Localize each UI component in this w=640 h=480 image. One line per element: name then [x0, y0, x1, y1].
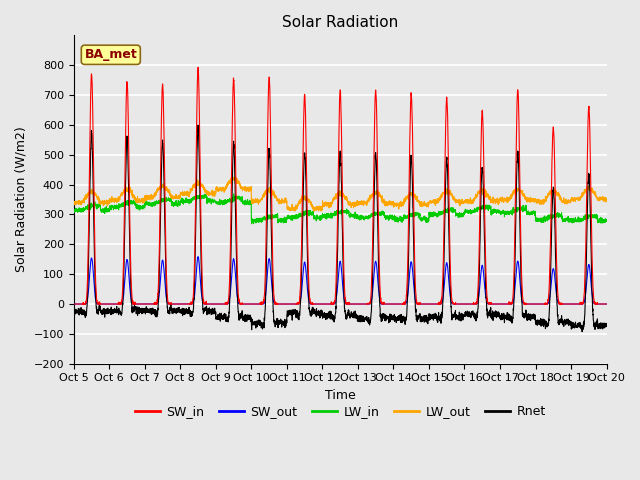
SW_in: [392, 301, 400, 307]
LW_out: [310, 208, 318, 214]
SW_in: [603, 301, 611, 307]
SW_out: [603, 301, 611, 307]
Rnet: [602, 322, 610, 327]
Y-axis label: Solar Radiation (W/m2): Solar Radiation (W/m2): [15, 127, 28, 273]
Rnet: [219, 312, 227, 318]
LW_in: [392, 215, 400, 221]
Rnet: [392, 317, 400, 323]
Line: LW_in: LW_in: [74, 194, 607, 224]
LW_out: [602, 196, 610, 202]
SW_out: [401, 300, 409, 306]
SW_out: [184, 301, 192, 307]
SW_out: [602, 301, 610, 307]
LW_in: [230, 191, 237, 197]
LW_out: [70, 199, 77, 204]
SW_in: [401, 299, 409, 304]
SW_out: [70, 301, 77, 307]
LW_in: [184, 200, 192, 205]
LW_in: [603, 218, 611, 224]
SW_in: [184, 301, 192, 307]
SW_in: [602, 301, 610, 307]
LW_in: [219, 200, 227, 206]
Rnet: [184, 311, 192, 316]
SW_out: [219, 301, 227, 307]
LW_in: [602, 216, 610, 222]
Rnet: [579, 329, 586, 335]
LW_out: [184, 190, 192, 196]
Rnet: [603, 323, 611, 329]
SW_out: [195, 254, 202, 260]
SW_in: [552, 231, 560, 237]
SW_in: [195, 64, 202, 70]
LW_in: [401, 213, 409, 218]
Rnet: [195, 122, 202, 128]
Title: Solar Radiation: Solar Radiation: [282, 15, 398, 30]
Line: SW_out: SW_out: [74, 257, 607, 304]
Line: LW_out: LW_out: [74, 176, 607, 211]
X-axis label: Time: Time: [324, 389, 356, 402]
LW_out: [401, 194, 409, 200]
LW_in: [552, 212, 560, 218]
Rnet: [401, 316, 409, 322]
Text: BA_met: BA_met: [84, 48, 137, 61]
SW_in: [219, 301, 227, 307]
Rnet: [70, 311, 77, 316]
LW_out: [552, 190, 560, 196]
SW_out: [552, 287, 560, 293]
SW_out: [392, 301, 400, 307]
Line: Rnet: Rnet: [74, 125, 607, 332]
LW_in: [248, 221, 255, 227]
Rnet: [552, 271, 560, 277]
LW_out: [392, 202, 400, 208]
LW_out: [603, 196, 611, 202]
SW_in: [70, 301, 77, 307]
LW_out: [219, 188, 227, 193]
Legend: SW_in, SW_out, LW_in, LW_out, Rnet: SW_in, SW_out, LW_in, LW_out, Rnet: [129, 400, 551, 423]
LW_out: [228, 173, 236, 179]
LW_in: [70, 208, 77, 214]
Line: SW_in: SW_in: [74, 67, 607, 304]
